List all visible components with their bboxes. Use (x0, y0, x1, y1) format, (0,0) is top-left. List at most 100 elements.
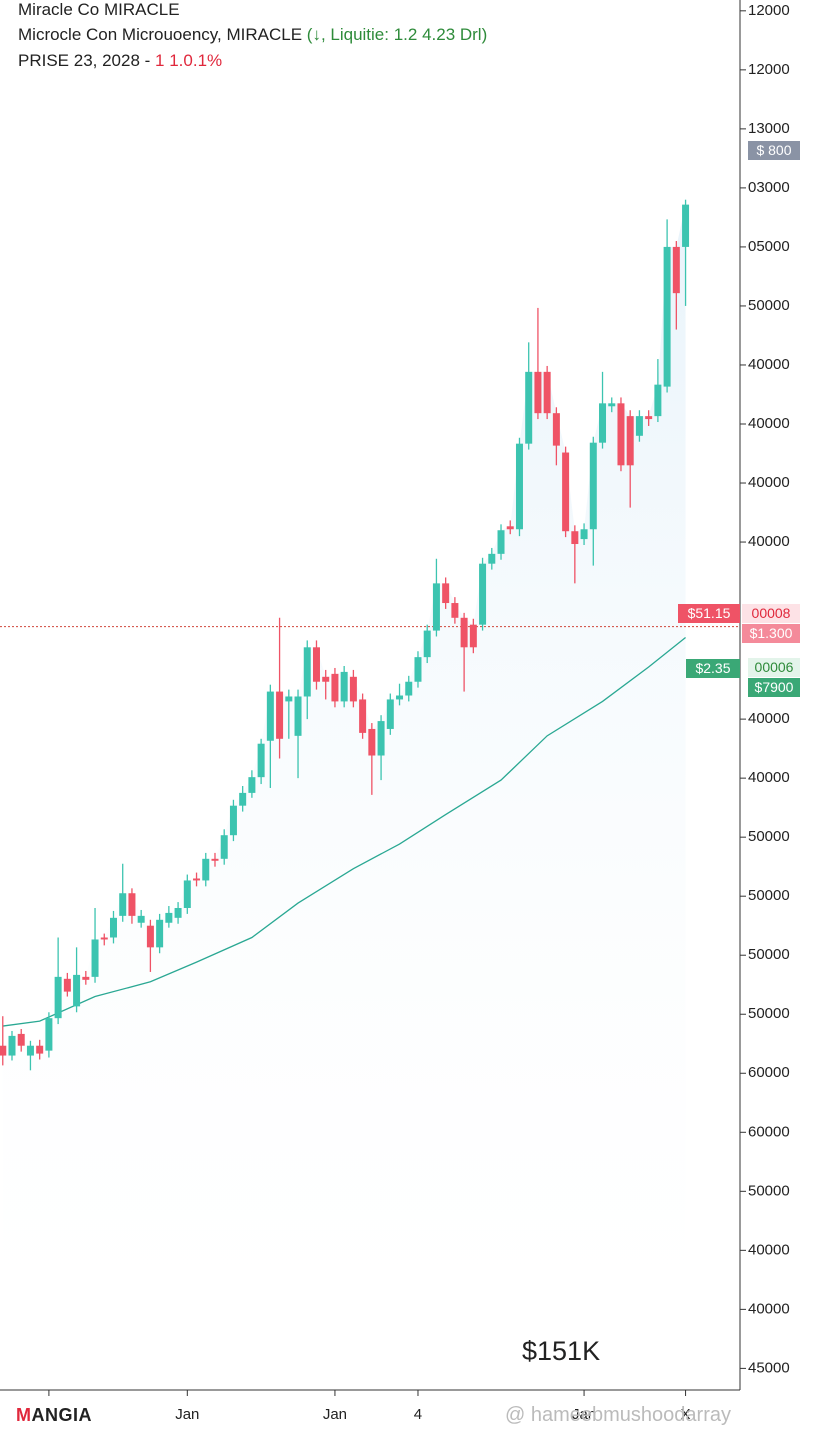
candle-body (331, 673, 339, 702)
date-line: PRISE 23, 2028 - (18, 51, 151, 70)
y-tick-label: 50000 (748, 297, 790, 314)
candle-body (165, 912, 173, 923)
candle-body (506, 526, 514, 530)
candle-body (36, 1045, 44, 1054)
candle-body (220, 835, 228, 859)
candle-body (442, 583, 450, 604)
candle-body (359, 699, 367, 733)
y-tick-label: 50000 (748, 1182, 790, 1199)
price-tag: $2.35 (686, 659, 740, 678)
candle-body (8, 1035, 16, 1056)
watermark: @ hameebmushoodarray (505, 1404, 731, 1426)
candle-body (294, 696, 302, 736)
y-tick-label: 50000 (748, 946, 790, 963)
y-tick-label: 40000 (748, 533, 790, 550)
candle-body (626, 416, 634, 466)
change: 1 1.0.1% (155, 51, 223, 70)
y-tick-label: 40000 (748, 1241, 790, 1258)
y-tick-label: 50000 (748, 887, 790, 904)
candle-body (211, 858, 219, 861)
candle-body (128, 893, 136, 916)
candle-body (73, 974, 81, 1007)
candle-body (312, 647, 320, 682)
candle-body (571, 531, 579, 545)
x-tick-label: Jan (323, 1406, 347, 1423)
candle-body (396, 695, 404, 700)
candle-body (193, 878, 201, 881)
price-tag: $ 800 (748, 141, 800, 160)
candle-body (156, 919, 164, 948)
x-tick-label: Jan (572, 1406, 596, 1423)
subtitle-row: Microcle Con Microuoency, MIRACLE (↓, Li… (18, 25, 487, 45)
candle-body (580, 529, 588, 540)
candle-body (82, 976, 90, 980)
candle-body (91, 939, 99, 977)
candle-body (552, 413, 560, 446)
candle-body (174, 907, 182, 918)
candle-body (146, 925, 154, 948)
subtitle-note: (↓, Liquitie: 1.2 4.23 Drl) (306, 25, 488, 44)
candle-body (119, 893, 127, 916)
candle-body (534, 371, 542, 414)
candle-body (100, 937, 108, 940)
candle-body (617, 403, 625, 466)
candle-body (368, 728, 376, 756)
y-tick-label: 12000 (748, 61, 790, 78)
y-tick-label: 40000 (748, 1300, 790, 1317)
candle-body (17, 1033, 25, 1046)
y-tick-label: 50000 (748, 1005, 790, 1022)
candle-body (303, 647, 311, 697)
y-tick-label: 40000 (748, 769, 790, 786)
candle-body (515, 443, 523, 530)
y-tick-label: 45000 (748, 1359, 790, 1376)
candle-body (672, 246, 680, 294)
candle-body (340, 671, 348, 702)
candle-body (562, 452, 570, 532)
title: Miracle Co MIRACLE (18, 0, 180, 19)
y-tick-label: 60000 (748, 1064, 790, 1081)
candle-body (414, 657, 422, 682)
candle-body (599, 403, 607, 443)
candle-body (276, 691, 284, 739)
price-tag: 00006 (748, 658, 800, 677)
candle-body (266, 691, 274, 741)
candle-body (377, 721, 385, 756)
x-tick-label: X (681, 1406, 691, 1423)
y-tick-label: 03000 (748, 179, 790, 196)
candle-body (45, 1018, 53, 1051)
candle-body (423, 630, 431, 658)
candle-body (469, 624, 477, 648)
candle-body (386, 699, 394, 729)
y-tick-label: 05000 (748, 238, 790, 255)
candle-body (202, 858, 210, 881)
y-tick-label: 50000 (748, 828, 790, 845)
candle-body (589, 442, 597, 530)
candle-body (26, 1045, 34, 1056)
price-tag: $7900 (748, 678, 800, 697)
candle-body (248, 777, 256, 793)
candle-body (137, 915, 145, 923)
candle-body (322, 676, 330, 682)
logo: MANGIA (16, 1405, 92, 1425)
candle-body (285, 696, 293, 702)
candle-body (488, 553, 496, 564)
candle-body (497, 530, 505, 554)
candle-body (405, 681, 413, 696)
price-area (2, 204, 686, 1392)
candle-body (432, 583, 440, 631)
candle-body (654, 384, 662, 417)
candle-body (645, 416, 653, 420)
price-tag: $51.15 (678, 604, 740, 623)
price-tag: 00008 (742, 604, 800, 623)
candle-body (0, 1045, 7, 1056)
candle-body (349, 676, 357, 702)
candle-body (682, 204, 690, 247)
y-tick-label: 40000 (748, 710, 790, 727)
date-row: PRISE 23, 2028 - 1 1.0.1% (18, 51, 222, 71)
y-tick-label: 40000 (748, 415, 790, 432)
candle-body (460, 617, 468, 648)
y-tick-label: 40000 (748, 356, 790, 373)
candle-body (109, 917, 117, 938)
